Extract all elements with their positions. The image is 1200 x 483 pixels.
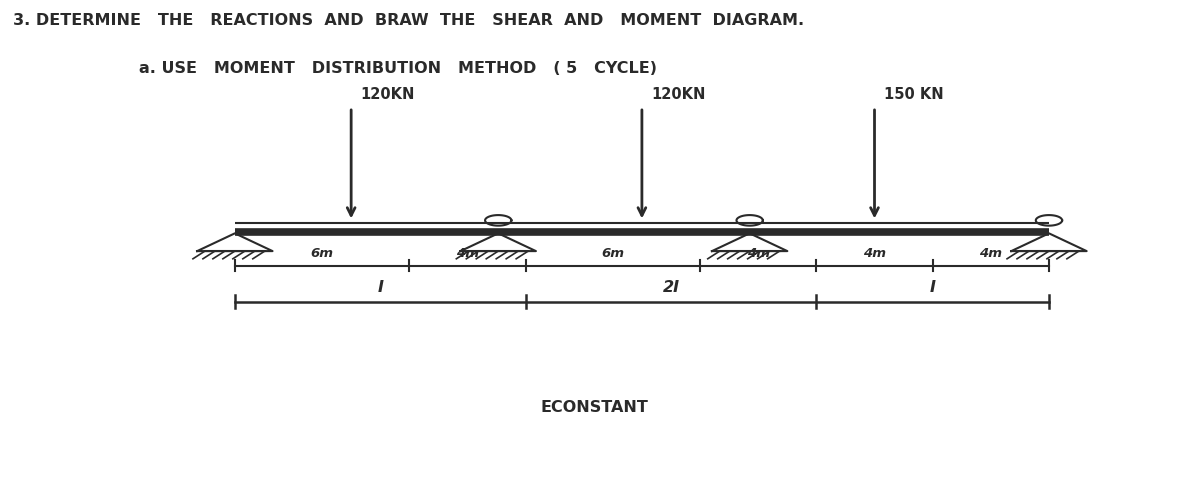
- Text: 150 KN: 150 KN: [884, 87, 943, 102]
- Text: 4m: 4m: [979, 247, 1002, 260]
- Text: 4m: 4m: [746, 247, 769, 260]
- Text: 4m: 4m: [456, 247, 479, 260]
- Text: 120KN: 120KN: [652, 87, 706, 102]
- Text: I: I: [930, 280, 936, 295]
- Text: 4m: 4m: [863, 247, 886, 260]
- Text: 6m: 6m: [311, 247, 334, 260]
- Text: 2I: 2I: [662, 280, 679, 295]
- Text: a. USE   MOMENT   DISTRIBUTION   METHOD   ( 5   CYCLE): a. USE MOMENT DISTRIBUTION METHOD ( 5 CY…: [139, 61, 658, 76]
- Text: 6m: 6m: [601, 247, 624, 260]
- Text: 3. DETERMINE   THE   REACTIONS  AND  BRAW  THE   SHEAR  AND   MOMENT  DIAGRAM.: 3. DETERMINE THE REACTIONS AND BRAW THE …: [13, 14, 804, 28]
- Text: ECONSTANT: ECONSTANT: [540, 399, 648, 415]
- Text: I: I: [377, 280, 383, 295]
- Text: 120KN: 120KN: [361, 87, 415, 102]
